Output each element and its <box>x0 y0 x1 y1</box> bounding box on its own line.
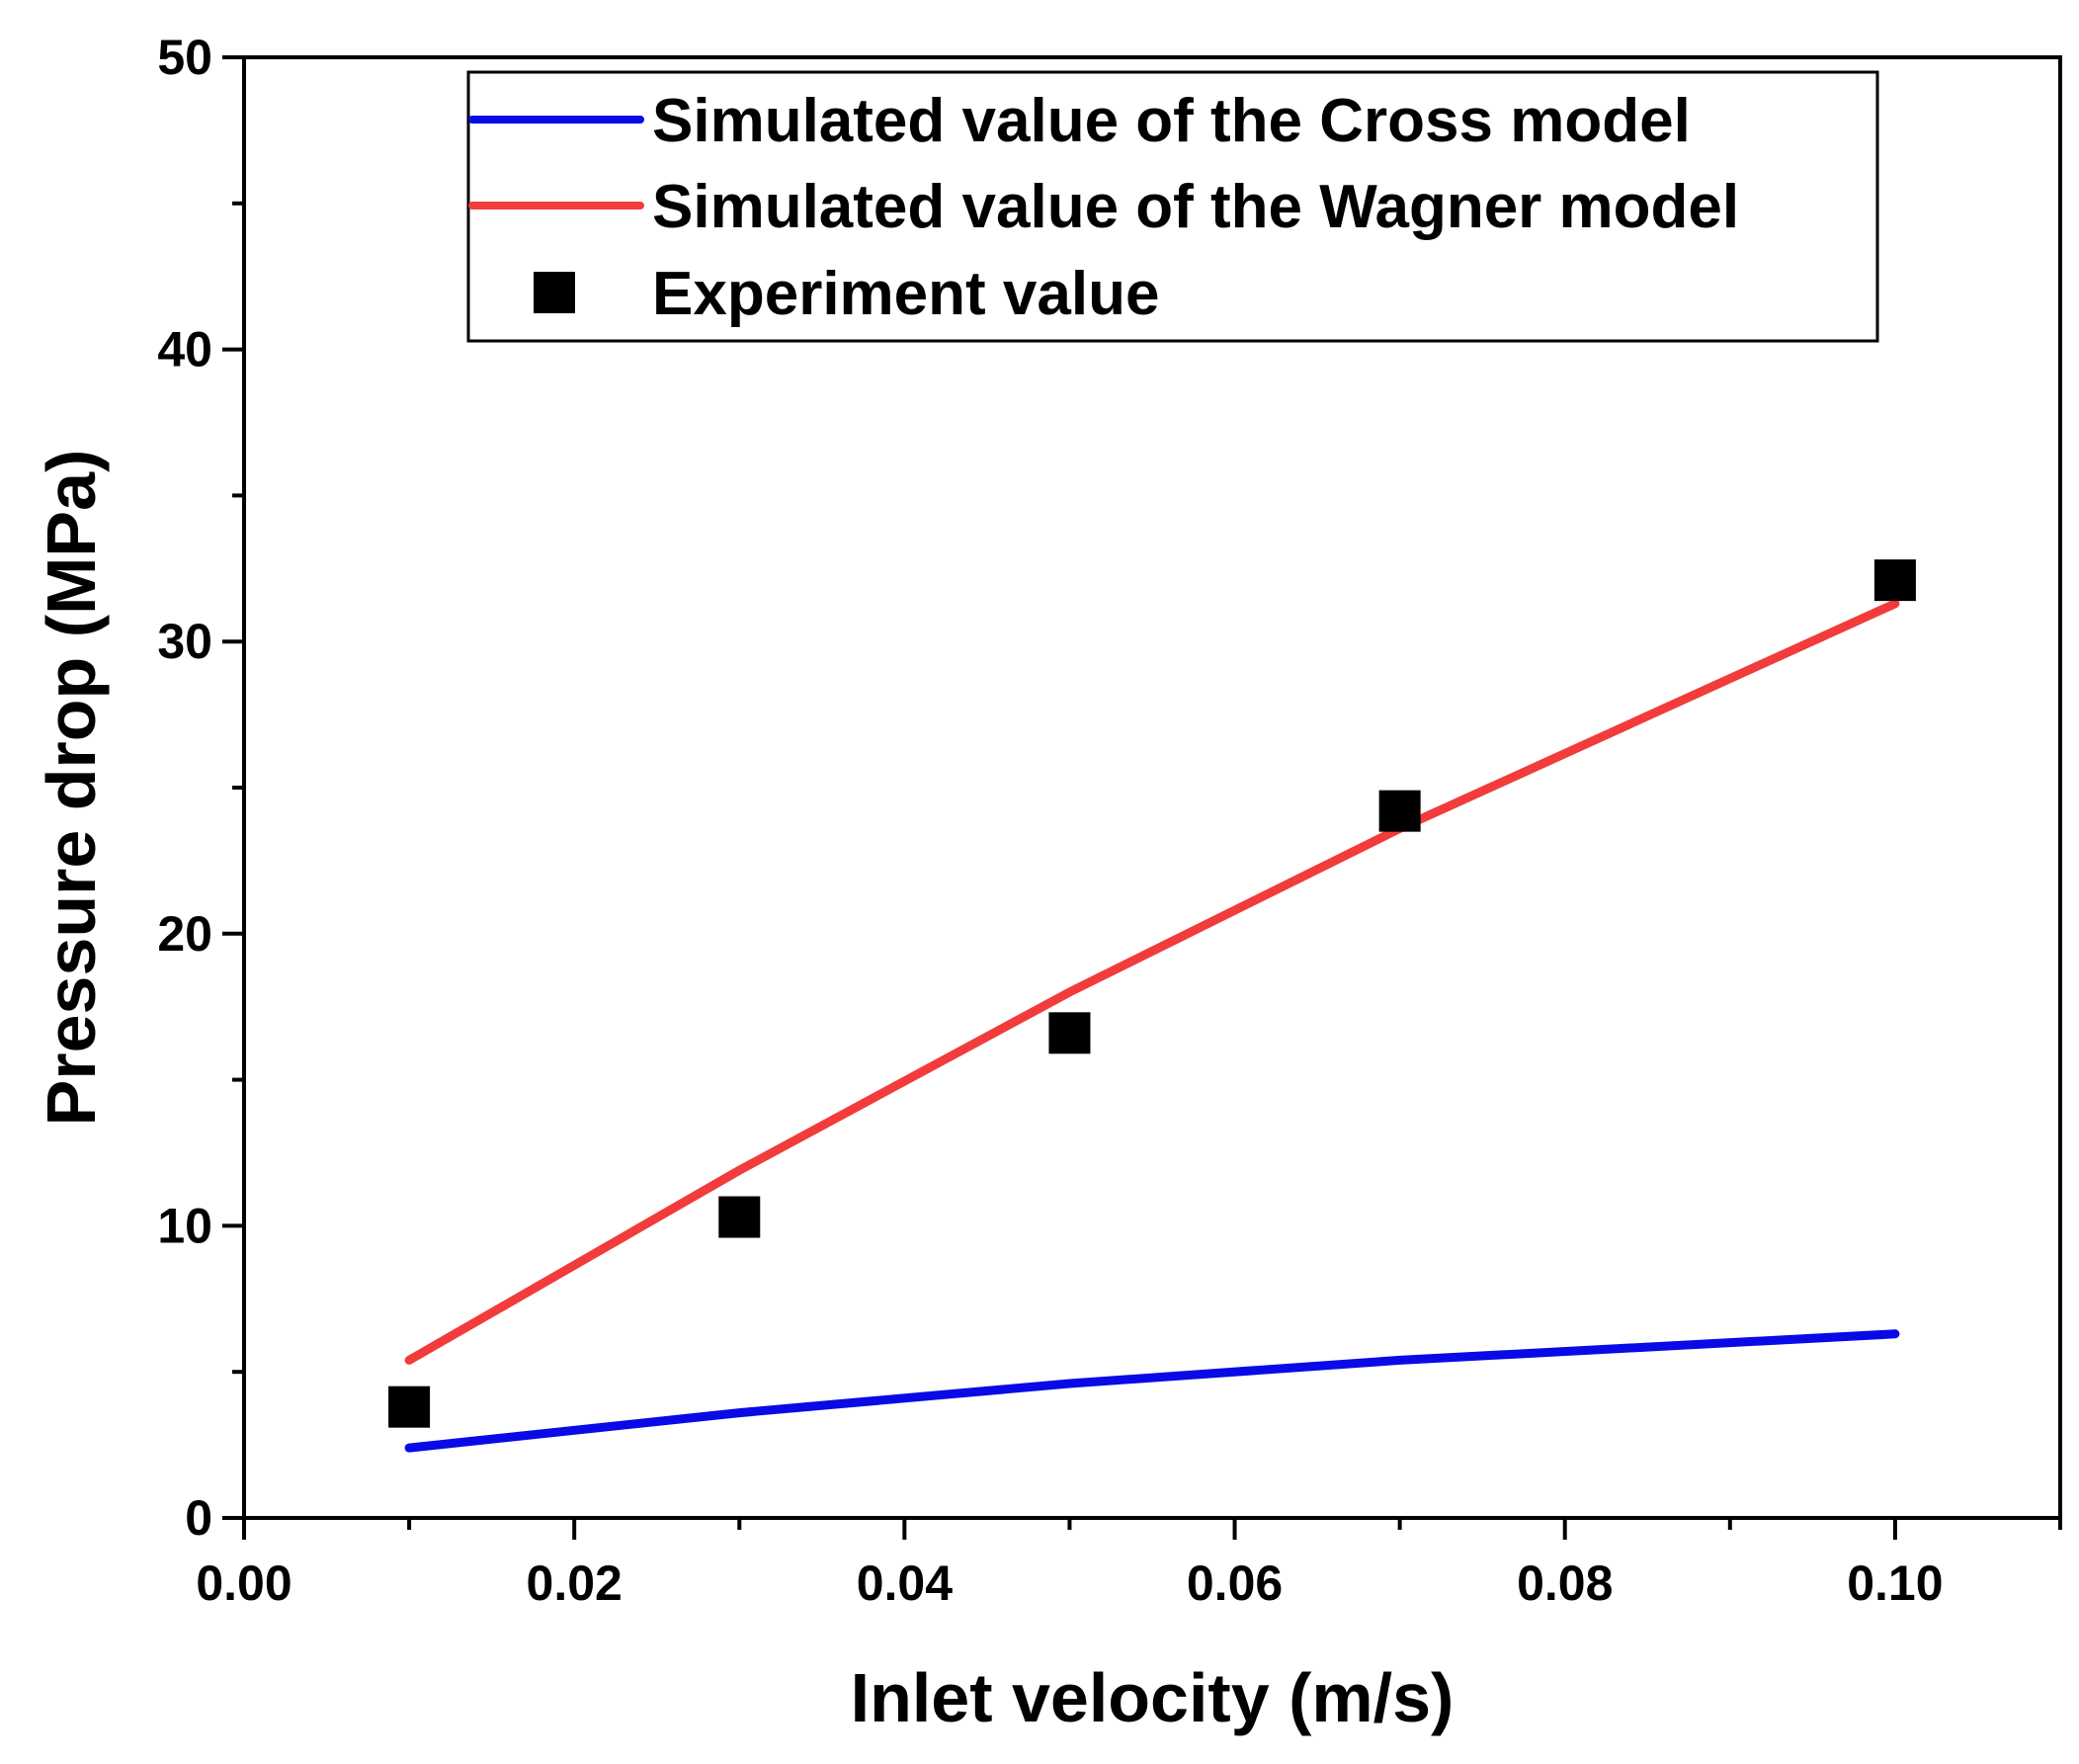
x-axis-title: Inlet velocity (m/s) <box>851 1659 1455 1736</box>
y-tick-label: 30 <box>157 614 212 669</box>
series-line-0 <box>404 1329 1900 1453</box>
experiment-point <box>1048 1012 1091 1054</box>
y-axis-title: Pressure drop (MPa) <box>33 450 110 1127</box>
x-tick-label: 0.00 <box>196 1555 291 1611</box>
experiment-point <box>1378 790 1421 832</box>
y-tick-label: 10 <box>157 1198 212 1253</box>
x-tick-label: 0.08 <box>1517 1555 1613 1611</box>
experiment-point <box>1873 559 1916 602</box>
y-tick-label: 50 <box>157 30 212 85</box>
y-tick-label: 20 <box>157 906 212 962</box>
x-tick-label: 0.04 <box>857 1555 954 1611</box>
experiment-point <box>388 1386 431 1428</box>
plot-layer <box>388 559 1916 1453</box>
x-tick-label: 0.02 <box>527 1555 623 1611</box>
y-tick-label: 40 <box>157 322 212 378</box>
x-tick-label: 0.06 <box>1187 1555 1283 1611</box>
legend-swatch-experiment <box>534 272 575 313</box>
legend-label-experiment: Experiment value <box>652 260 1159 328</box>
experiment-point <box>718 1196 761 1238</box>
ticks-layer: 0.00 0.02 0.04 0.06 0.08 0.10 0 10 20 30 40 50 <box>157 30 2062 1611</box>
x-tick-label: 0.10 <box>1847 1555 1943 1611</box>
y-tick-label: 0 <box>185 1490 212 1546</box>
legend: Simulated value of the Cross model Simul… <box>466 70 1879 343</box>
legend-box <box>466 70 1879 343</box>
series-line-1 <box>404 599 1900 1365</box>
legend-label-wagner: Simulated value of the Wagner model <box>652 173 1739 241</box>
legend-label-cross: Simulated value of the Cross model <box>652 87 1691 155</box>
